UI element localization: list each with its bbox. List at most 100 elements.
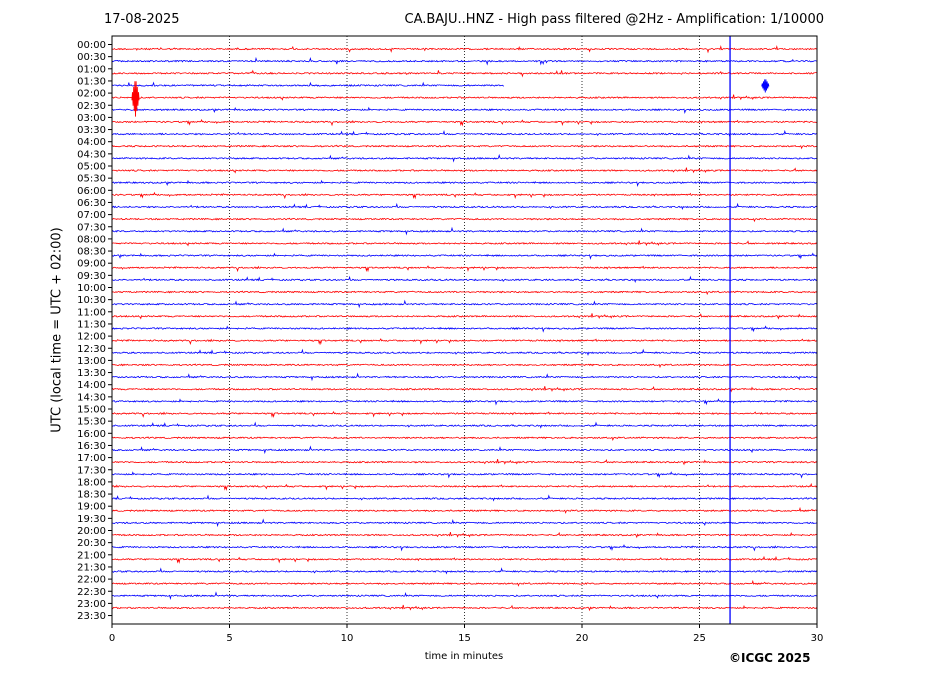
row-time-label: 19:00 xyxy=(77,502,106,513)
seismic-trace xyxy=(111,591,817,600)
row-time-label: 11:00 xyxy=(77,307,106,318)
x-tick-label: 30 xyxy=(811,633,824,644)
x-axis-label: time in minutes xyxy=(424,651,504,662)
seismic-trace xyxy=(111,275,818,283)
seismic-trace xyxy=(111,531,817,539)
grid-lines xyxy=(229,36,700,624)
seismic-trace xyxy=(111,217,817,223)
row-time-label: 07:00 xyxy=(77,210,106,221)
seismic-trace xyxy=(111,348,818,356)
x-tick-label: 0 xyxy=(109,633,115,644)
chart-title: CA.BAJU..HNZ - High pass filtered @2Hz -… xyxy=(404,12,825,27)
row-time-label: 23:30 xyxy=(77,611,106,622)
trace-group xyxy=(111,36,818,624)
date-label: 17-08-2025 xyxy=(104,12,180,27)
x-tick-label: 5 xyxy=(226,633,232,644)
row-time-label: 09:30 xyxy=(77,271,106,282)
seismic-trace xyxy=(111,129,818,138)
row-time-label: 21:30 xyxy=(77,562,106,573)
seismic-trace xyxy=(111,81,505,87)
seismic-trace xyxy=(111,118,817,127)
seismic-trace xyxy=(111,226,818,236)
seismic-trace xyxy=(111,363,818,369)
seismic-trace xyxy=(111,518,817,528)
row-time-label: 15:00 xyxy=(77,405,106,416)
row-time-label: 00:30 xyxy=(77,52,106,63)
row-time-label: 21:00 xyxy=(77,550,106,561)
y-axis-label: UTC (local time = UTC + 02:00) xyxy=(49,227,65,433)
seismic-trace xyxy=(111,153,817,163)
seismic-trace xyxy=(111,471,818,479)
row-time-label: 10:30 xyxy=(77,295,106,306)
seismic-trace xyxy=(111,458,818,466)
seismic-trace xyxy=(111,338,817,346)
seismic-trace xyxy=(111,506,817,514)
row-time-label: 16:00 xyxy=(77,429,106,440)
row-time-label: 05:00 xyxy=(77,162,106,173)
seismic-trace xyxy=(111,240,818,247)
seismic-trace xyxy=(111,56,817,66)
row-time-label: 22:30 xyxy=(77,587,106,598)
seismic-trace xyxy=(111,252,818,260)
row-time-label: 22:00 xyxy=(77,575,106,586)
row-time-label: 14:00 xyxy=(77,380,106,391)
event-burst xyxy=(131,81,140,117)
seismic-trace xyxy=(111,44,817,54)
row-time-label: 15:30 xyxy=(77,417,106,428)
row-time-label: 11:30 xyxy=(77,319,106,330)
seismic-trace xyxy=(111,604,818,612)
row-time-label: 08:30 xyxy=(77,247,106,258)
seismic-trace xyxy=(111,579,817,587)
seismic-trace xyxy=(111,372,818,382)
row-time-label: 17:00 xyxy=(77,453,106,464)
seismic-trace xyxy=(111,567,818,575)
row-time-label: 10:00 xyxy=(77,283,106,294)
seismic-trace xyxy=(111,167,818,174)
x-tick-label: 10 xyxy=(341,633,354,644)
seismic-trace xyxy=(111,544,817,552)
row-time-label: 09:00 xyxy=(77,259,106,270)
x-tick-label: 20 xyxy=(576,633,589,644)
row-time-label: 20:00 xyxy=(77,526,106,537)
row-time-label: 18:30 xyxy=(77,490,106,501)
seismic-trace xyxy=(111,290,818,296)
x-tick-label: 15 xyxy=(458,633,471,644)
row-time-label: 13:00 xyxy=(77,356,106,367)
seismic-trace xyxy=(111,436,817,441)
seismic-trace xyxy=(111,69,817,78)
row-time-label: 03:30 xyxy=(77,125,106,136)
seismic-trace xyxy=(111,386,818,393)
seismic-trace xyxy=(111,325,817,333)
event-burst xyxy=(761,79,770,93)
row-time-label: 06:30 xyxy=(77,198,106,209)
row-time-label: 18:00 xyxy=(77,477,106,488)
row-time-label: 04:00 xyxy=(77,137,106,148)
row-time-label: 23:00 xyxy=(77,599,106,610)
seismic-trace xyxy=(111,106,817,115)
row-time-label: 07:30 xyxy=(77,222,106,233)
row-time-label: 01:00 xyxy=(77,64,106,75)
row-time-label: 02:00 xyxy=(77,89,106,100)
seismic-trace xyxy=(111,179,817,187)
seismic-trace xyxy=(111,265,817,273)
row-time-label: 03:00 xyxy=(77,113,106,124)
seismic-trace xyxy=(111,411,818,419)
seismic-trace xyxy=(111,202,818,211)
row-time-label: 12:00 xyxy=(77,332,106,343)
seismic-trace xyxy=(111,482,818,491)
row-time-label: 20:30 xyxy=(77,538,106,549)
seismic-trace xyxy=(111,313,818,320)
seismic-trace xyxy=(111,398,818,406)
row-time-label: 06:00 xyxy=(77,186,106,197)
row-time-label: 19:30 xyxy=(77,514,106,525)
row-time-label: 02:30 xyxy=(77,101,106,112)
row-time-label: 16:30 xyxy=(77,441,106,452)
seismic-trace xyxy=(111,144,817,150)
row-time-label: 13:30 xyxy=(77,368,106,379)
row-time-label: 04:30 xyxy=(77,149,106,160)
x-tick-label: 25 xyxy=(693,633,706,644)
seismic-trace xyxy=(111,445,818,455)
seismic-trace xyxy=(111,555,818,564)
